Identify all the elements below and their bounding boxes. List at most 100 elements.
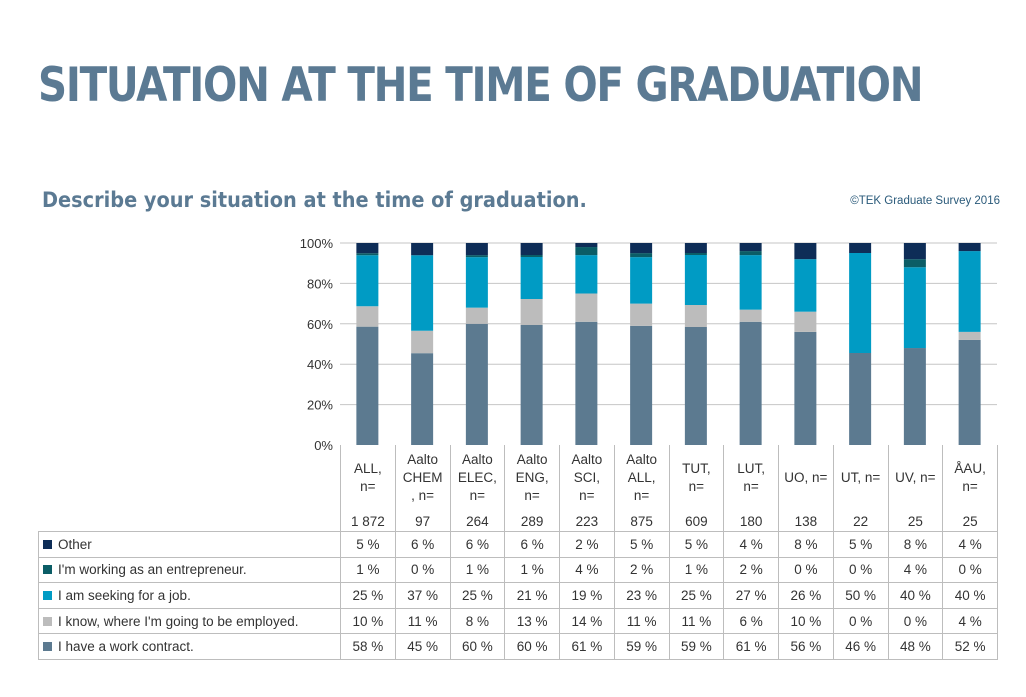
category-n: 180 (739, 514, 763, 529)
table-row: Other 5 % 6 % 6 % 6 % 2 % 5 % 5 % 4 % 8 % 5 % 8 % 4 … (38, 531, 998, 558)
bar-segment (684, 243, 707, 253)
category-header: LUT, n= 180 (723, 445, 779, 532)
value-cell: 2 % (559, 531, 615, 558)
category-name: UV, n= (895, 470, 936, 485)
value-cell: 8 % (887, 531, 944, 558)
bar-segment (356, 255, 379, 307)
value-cell: 8 % (778, 531, 834, 558)
legend-entry: I am seeking for a job. (38, 582, 341, 609)
legend-swatch-icon (43, 539, 52, 549)
value-cell: 5 % (340, 531, 396, 558)
bar-segment (465, 323, 488, 445)
bar-segment (794, 331, 817, 445)
value-cell: 0 % (778, 556, 834, 584)
bar-stack (849, 243, 872, 445)
value-cell: 1 % (668, 556, 725, 584)
y-tick-label: 60% (307, 317, 333, 332)
category-header: Aalto ENG, n= 289 (504, 445, 560, 532)
category-name: Aalto ELEC, n= (457, 452, 497, 503)
value-cell: 0 % (887, 607, 944, 635)
bar-segment (849, 253, 872, 353)
category-header: Aalto ALL, n= 875 (613, 445, 670, 532)
value-cell: 11 % (394, 607, 451, 635)
bar-segment (739, 309, 762, 322)
value-cell: 60 % (504, 633, 560, 660)
legend-swatch-icon (43, 642, 52, 652)
bar-segment (684, 255, 707, 305)
category-name: UO, n= (784, 470, 828, 485)
category-name: Aalto SCI, n= (571, 452, 603, 503)
bar-segment (465, 243, 488, 256)
table-row: I'm working as an entrepreneur. 1 % 0 % 1 %… (38, 556, 998, 584)
value-cell: 40 % (887, 582, 944, 609)
bar-segment (630, 253, 653, 258)
legend-swatch-icon (43, 565, 52, 575)
bar-segment (411, 330, 434, 354)
data-table: ALL, n= 1 872 Aalto CHEM , n= 97 Aalto ELEC,… (38, 445, 998, 660)
legend-swatch-icon (43, 616, 52, 626)
category-header: Aalto ELEC, n= 264 (449, 445, 506, 532)
bar-segment (520, 243, 543, 255)
page-title: SITUATION AT THE TIME OF GRADUATION (38, 58, 924, 113)
value-cell: 1 % (340, 556, 396, 584)
category-name: Aalto ALL, n= (626, 452, 658, 503)
value-cell: 5 % (613, 531, 670, 558)
bar-segment (903, 267, 926, 349)
table-row: I know, where I'm going to be employed. 1… (38, 607, 998, 635)
category-n: 609 (685, 514, 708, 529)
value-cell: 8 % (449, 607, 506, 635)
header-blank-cell (38, 445, 341, 532)
bar-stack (630, 243, 653, 445)
bar-stack (903, 243, 926, 445)
category-header: UO, n= 138 (778, 445, 834, 532)
category-name: UT, n= (840, 470, 881, 485)
table-header-row: ALL, n= 1 872 Aalto CHEM , n= 97 Aalto ELEC,… (38, 445, 998, 532)
legend-label: Other (58, 536, 92, 552)
category-n: 875 (630, 514, 653, 529)
value-cell: 4 % (942, 607, 998, 635)
table-row: I am seeking for a job. 25 % 37 % 25 % 21 % 1… (38, 582, 998, 609)
bar-segment (958, 251, 981, 332)
value-cell: 4 % (559, 556, 615, 584)
value-cell: 10 % (778, 607, 834, 635)
bar-segment (465, 257, 488, 308)
bar-segment (520, 257, 543, 299)
bar-segment (356, 326, 379, 445)
value-cell: 25 % (449, 582, 506, 609)
bar-segment (794, 243, 817, 260)
chart-subtitle: Describe your situation at the time of g… (42, 188, 587, 212)
legend-label: I know, where I'm going to be employed. (58, 613, 299, 629)
category-name: TUT, n= (682, 461, 711, 494)
category-name: ALL, n= (353, 461, 382, 494)
value-cell: 37 % (394, 582, 451, 609)
category-name: Aalto ENG, n= (515, 452, 549, 503)
bar-stack (520, 243, 543, 445)
copyright-note: ©TEK Graduate Survey 2016 (850, 195, 1000, 207)
bar-segment (630, 303, 653, 326)
value-cell: 13 % (504, 607, 560, 635)
value-cell: 0 % (394, 556, 451, 584)
bar-segment (739, 321, 762, 445)
category-header: UV, n= 25 (887, 445, 944, 532)
stacked-bar-chart: 0%20%40%60%80%100% (300, 236, 997, 453)
category-header: Aalto CHEM , n= 97 (394, 445, 451, 532)
value-cell: 4 % (887, 556, 944, 584)
category-n: 289 (520, 514, 544, 529)
category-n: 223 (575, 514, 599, 529)
value-cell: 26 % (778, 582, 834, 609)
value-cell: 59 % (668, 633, 725, 660)
category-header: UT, n= 22 (832, 445, 889, 532)
bar-segment (958, 339, 981, 445)
value-cell: 45 % (394, 633, 451, 660)
value-cell: 1 % (504, 556, 560, 584)
bar-segment (411, 353, 434, 445)
category-n: 22 (853, 514, 869, 529)
category-name: ÅAU, n= (954, 461, 986, 494)
bar-stack (411, 243, 434, 445)
bar-segment (520, 325, 543, 445)
y-tick-label: 80% (307, 276, 333, 291)
bar-segment (684, 327, 707, 445)
category-header: Aalto SCI, n= 223 (559, 445, 615, 532)
legend-label: I'm working as an entrepreneur. (58, 562, 247, 578)
legend-label: I have a work contract. (58, 639, 194, 655)
